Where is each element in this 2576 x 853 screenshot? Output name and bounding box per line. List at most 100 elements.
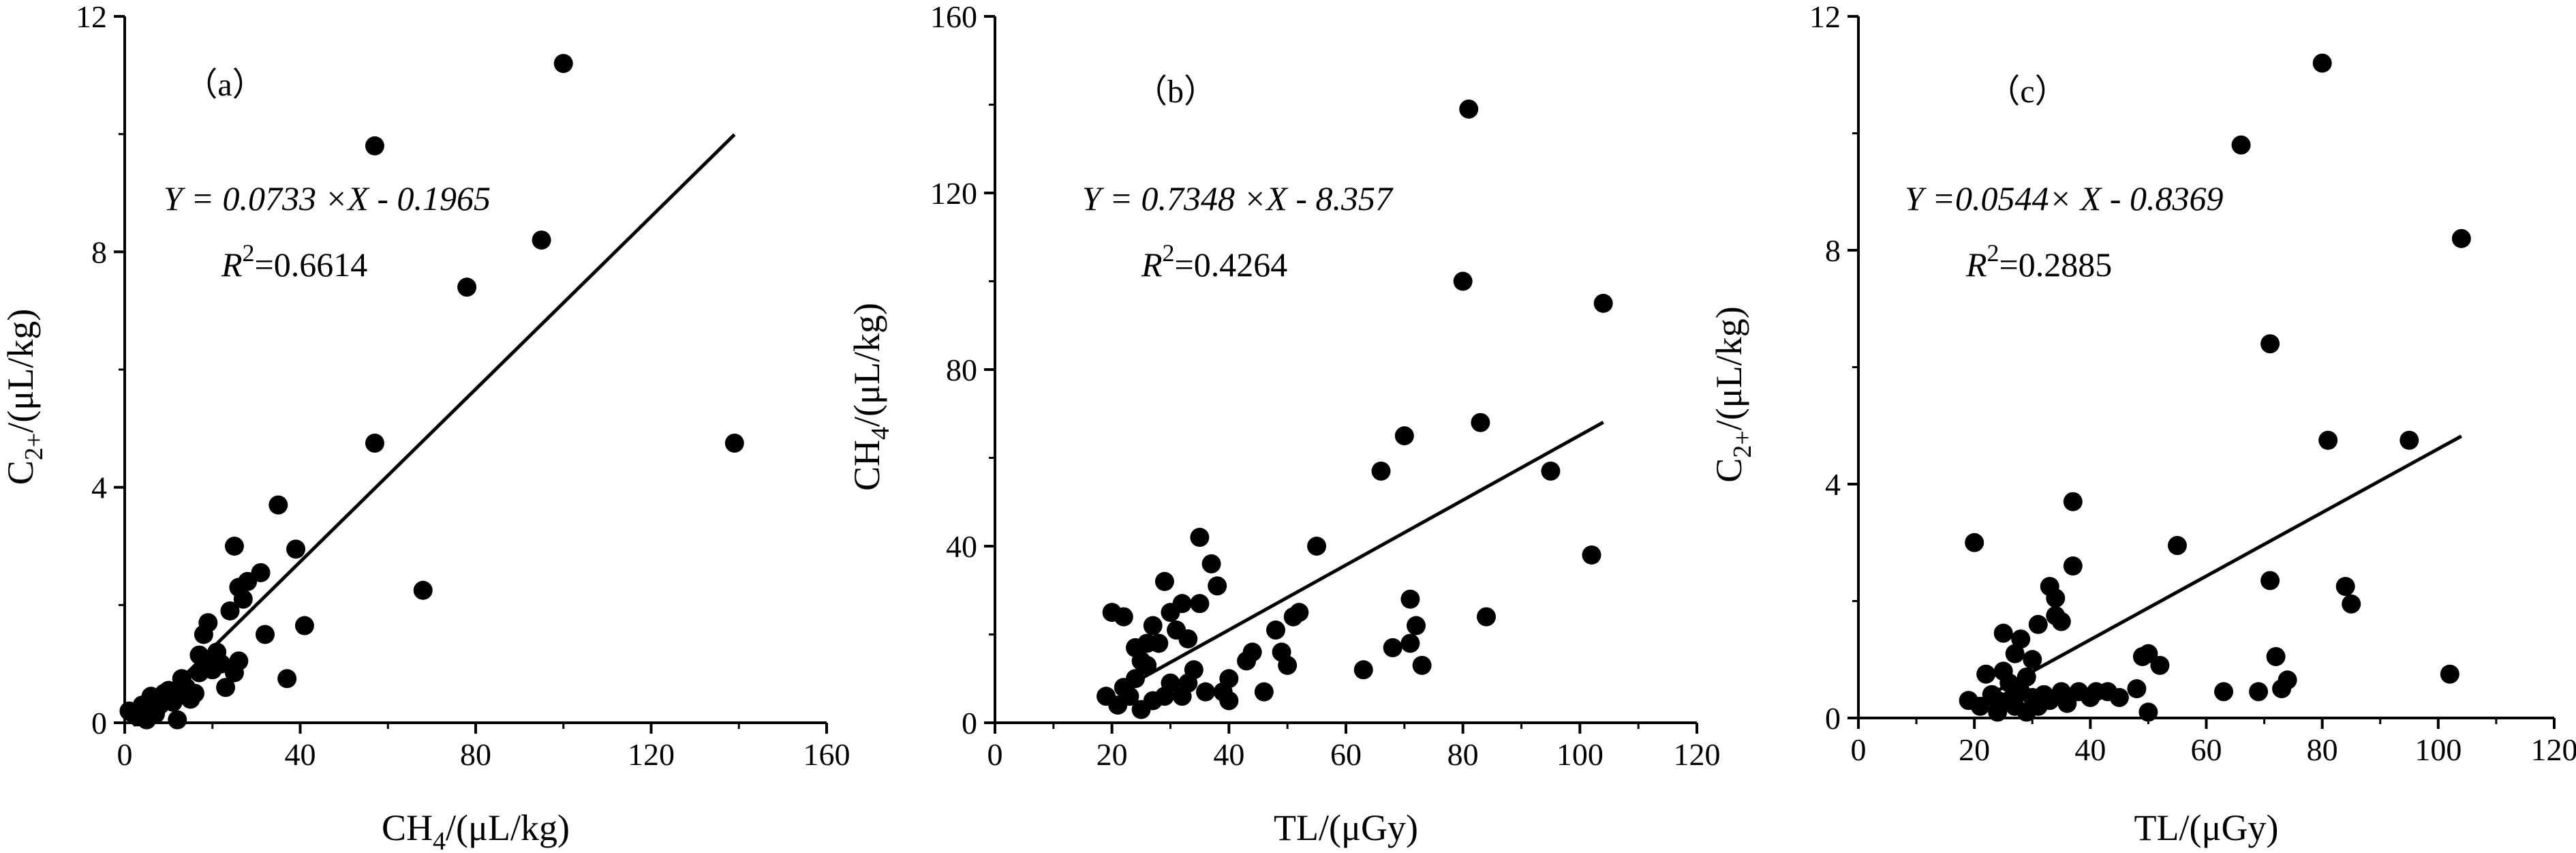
- regression-line: [1122, 421, 1604, 690]
- data-point: [224, 537, 244, 556]
- data-point: [1242, 642, 1262, 662]
- y-axis-label-rest: /(μL/kg): [1708, 306, 1749, 430]
- x-tick-label: 120: [628, 737, 675, 772]
- data-point: [1394, 426, 1414, 446]
- y-axis-label-sub: 2+: [20, 433, 48, 460]
- data-point: [1137, 655, 1157, 675]
- x-tick-label: 120: [1674, 737, 1721, 772]
- data-point: [1970, 696, 1990, 716]
- regression-line: [132, 133, 736, 728]
- data-point: [1219, 691, 1239, 710]
- data-point: [1114, 607, 1133, 627]
- y-tick-label: 8: [91, 235, 107, 269]
- r-squared-sup: 2: [243, 239, 255, 267]
- data-point: [2231, 135, 2251, 155]
- x-axis-label-sub: 4: [433, 827, 446, 853]
- data-point: [413, 580, 433, 600]
- data-point: [365, 433, 384, 453]
- data-point: [2051, 612, 2071, 631]
- data-point: [2028, 614, 2048, 634]
- x-tick-label: 0: [117, 737, 133, 772]
- x-axis-label: CH4/(μL/kg): [382, 807, 570, 853]
- panel-label: （a）: [185, 67, 264, 103]
- data-point: [1407, 616, 1426, 635]
- data-point: [1307, 537, 1327, 556]
- data-point: [1383, 638, 1402, 657]
- data-point: [2214, 682, 2234, 702]
- data-point: [1161, 673, 1180, 693]
- panel-c: 0 20 40 60 80 100 120 0 4 8 12 TL/(μGy) C2+/(μL/kg) （…: [1708, 0, 2576, 848]
- data-point: [1278, 655, 1298, 675]
- y-tick-label: 4: [91, 470, 107, 505]
- panel-a: 0 40 80 120 16004812CH4/(μL/kg)C2+/(μL/kg)（a…: [0, 0, 850, 853]
- regression-equation: Y = 0.7348 ×X - 8.357: [1082, 179, 1394, 218]
- y-axis-label-sub: 4: [866, 427, 895, 440]
- data-point: [724, 433, 744, 453]
- data-point: [2023, 650, 2042, 670]
- r-squared-sup: 2: [1987, 239, 1999, 267]
- x-tick-label: 100: [2414, 732, 2462, 767]
- x-tick-label: 0: [987, 737, 1003, 772]
- data-point: [2063, 556, 2083, 576]
- y-tick-label: 0: [91, 706, 107, 740]
- r-squared: R2=0.6614: [221, 239, 367, 284]
- data-point: [1178, 629, 1198, 648]
- data-point: [1190, 594, 1210, 614]
- x-tick-label: 40: [1213, 737, 1244, 772]
- data-point: [2342, 594, 2361, 614]
- y-axis-label-main: C: [0, 460, 41, 485]
- data-point: [1120, 687, 1139, 706]
- data-point: [2011, 629, 2031, 649]
- panel-label: （c）: [1987, 74, 2067, 110]
- data-point: [1266, 620, 1285, 640]
- data-point: [1143, 616, 1163, 635]
- y-axis-label: C2+/(μL/kg): [0, 309, 48, 485]
- y-axis-label-rest: /(μL/kg): [0, 309, 41, 433]
- y-axis-label-main: C: [1708, 458, 1749, 483]
- data-point: [2260, 334, 2280, 354]
- y-tick-label: 8: [1825, 233, 1841, 268]
- data-point: [1477, 607, 1496, 627]
- data-point: [1126, 669, 1145, 689]
- r-squared-value: =0.4264: [1175, 245, 1288, 284]
- data-point: [233, 589, 253, 609]
- y-tick-label: 120: [930, 176, 977, 211]
- data-point: [1993, 623, 2013, 643]
- data-point: [1353, 660, 1373, 680]
- data-point: [2057, 693, 2077, 713]
- data-point: [2312, 53, 2332, 73]
- data-point: [294, 616, 314, 635]
- data-point: [277, 669, 297, 689]
- y-tick-label: 4: [1825, 467, 1841, 502]
- data-point: [2249, 682, 2269, 702]
- x-tick-label: 0: [1851, 732, 1867, 767]
- panel-label: （b）: [1135, 74, 1216, 110]
- data-point: [2138, 644, 2158, 663]
- data-point: [2335, 577, 2355, 597]
- y-axis-label: C2+/(μL/kg): [1708, 306, 1757, 482]
- regression-equation: Y = 0.0733 ×X - 0.1965: [164, 179, 491, 218]
- r-squared: R2=0.4264: [1141, 239, 1287, 284]
- data-point: [2399, 430, 2419, 450]
- data-point: [2127, 679, 2147, 699]
- x-axis-label: TL/(μGy): [1274, 807, 1418, 848]
- data-point: [2167, 536, 2187, 556]
- data-point: [1400, 589, 1420, 609]
- data-point: [1453, 271, 1473, 291]
- x-tick-label: 100: [1557, 737, 1604, 772]
- y-axis-label-rest: /(μL/kg): [846, 303, 887, 427]
- data-point: [251, 563, 271, 582]
- data-point: [1184, 660, 1203, 680]
- y-tick-label: 12: [76, 0, 107, 34]
- y-axis-label: CH4/(μL/kg): [846, 303, 895, 491]
- y-tick-label: 0: [962, 706, 977, 740]
- x-tick-label: 80: [2307, 732, 2338, 767]
- data-point: [457, 278, 477, 297]
- data-point: [553, 54, 573, 74]
- x-axis-label: TL/(μGy): [2134, 807, 2279, 848]
- regression-equation: Y =0.0544× X - 0.8369: [1905, 179, 2223, 218]
- x-tick-label: 60: [2191, 732, 2222, 767]
- data-point: [1201, 554, 1221, 573]
- data-point: [1196, 682, 1215, 702]
